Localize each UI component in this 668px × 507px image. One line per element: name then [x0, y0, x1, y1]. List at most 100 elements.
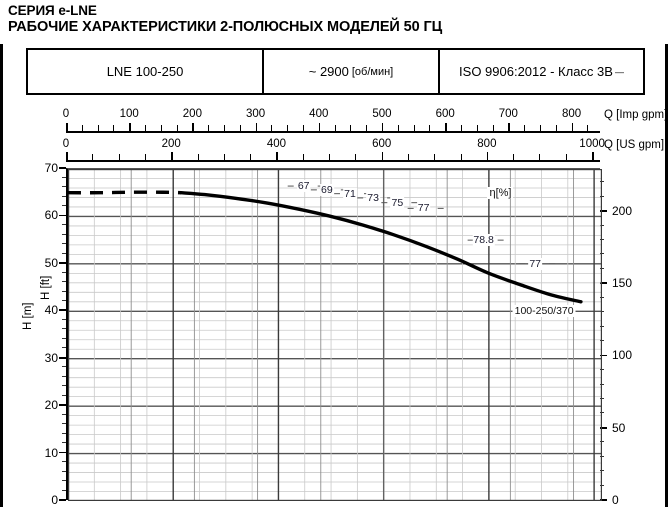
- axis-tick-label: 300: [245, 108, 266, 120]
- model-name: LNE 100-250: [106, 64, 184, 79]
- y-tick-major: [59, 167, 66, 169]
- y-tick-minor: [62, 195, 66, 197]
- axis-tick-minor: [460, 125, 462, 131]
- axis-tick-major: [381, 152, 384, 160]
- axis-tick-minor: [565, 154, 567, 160]
- y-axis-tick-label-ft: 150: [612, 276, 633, 291]
- y-tick-minor: [62, 176, 66, 178]
- axis-tick-minor: [355, 154, 357, 160]
- axis-tick-major: [129, 123, 131, 131]
- y-axis-tick-label: 30: [44, 350, 58, 365]
- head-curve-dashed-segment: [68, 190, 182, 195]
- series-model-label: 100-250/370: [512, 305, 576, 318]
- y-tick-minor-ft: [600, 412, 604, 414]
- axis-tick-minor: [334, 125, 336, 131]
- y-tick-minor-ft: [600, 455, 604, 457]
- y-axis-tick-label-ft: 100: [612, 348, 633, 363]
- y-tick-minor: [62, 318, 66, 320]
- y-tick-major: [59, 214, 66, 217]
- axis-tick-label: 400: [266, 138, 287, 150]
- y-tick-minor: [62, 394, 66, 396]
- y-tick-minor-ft: [600, 383, 604, 385]
- y-tick-minor: [62, 385, 66, 387]
- axis-tick-minor: [92, 154, 94, 160]
- y-tick-minor: [62, 461, 66, 463]
- axis-tick-major: [318, 123, 321, 131]
- y-tick-major: [59, 262, 66, 264]
- axis-tick-minor: [113, 125, 115, 131]
- y-tick-minor: [62, 243, 66, 245]
- y-tick-major-ft: [600, 426, 607, 429]
- axis-tick-minor: [197, 154, 199, 160]
- y-axis-feet: 0 50 100 150 200: [600, 168, 666, 507]
- performance-chart-plot: 67 69 71 73 75 77 78.8 77 η[%] 100-250/370: [66, 168, 602, 501]
- axis-tick-label: 400: [309, 108, 329, 120]
- y-axis-tick-label: 40: [44, 303, 58, 318]
- axis-tick-label: 800: [477, 138, 497, 150]
- axis-tick-minor: [223, 125, 225, 131]
- efficiency-label: 67: [296, 180, 311, 193]
- axis-tick-major: [486, 152, 489, 160]
- axis-tick-label: 0: [62, 138, 70, 150]
- axis-tick-major: [66, 152, 68, 160]
- y-tick-minor: [62, 432, 66, 434]
- y-tick-minor: [62, 470, 66, 472]
- axis-tick-minor: [366, 125, 368, 131]
- y-tick-minor-ft: [600, 325, 604, 327]
- axis-tick-major: [171, 152, 173, 160]
- performance-subtitle: РАБОЧИЕ ХАРАКТЕРИСТИКИ 2-ПОЛЮСНЫХ МОДЕЛЕ…: [8, 19, 443, 35]
- efficiency-label: 75: [390, 196, 405, 209]
- axis-tick-major: [66, 123, 68, 131]
- axis-tick-minor: [476, 125, 478, 131]
- y-tick-major: [59, 499, 66, 501]
- y-axis-tick-label: 20: [44, 398, 58, 413]
- model-info-table: LNE 100-250 ~ 2900 [об/мин] ISO 9906:201…: [26, 48, 645, 95]
- speed-cell: ~ 2900 [об/мин]: [264, 50, 440, 93]
- y-tick-minor-ft: [600, 267, 604, 269]
- axis-tick-minor: [302, 125, 304, 131]
- y-tick-major-ft: [600, 282, 607, 284]
- y-axis-tick-label-ft: 50: [612, 420, 626, 435]
- y-tick-minor: [62, 271, 66, 273]
- axis-tick-minor: [250, 154, 252, 160]
- axis-tick-minor: [160, 125, 162, 131]
- page-title: СЕРИЯ e-LNE РАБОЧИЕ ХАРАКТЕРИСТИКИ 2-ПОЛ…: [8, 2, 648, 36]
- y-axis-tick-label-ft: 200: [612, 203, 633, 218]
- y-tick-minor: [62, 423, 66, 425]
- axis-tick-label: 0: [62, 108, 70, 120]
- axis-tick-label: 700: [498, 108, 518, 120]
- efficiency-label: 77: [416, 202, 431, 215]
- y-tick-minor: [62, 233, 66, 235]
- chart-svg: [68, 169, 602, 501]
- axis-tick-minor: [144, 154, 146, 160]
- series-title: СЕРИЯ e-LNE: [8, 3, 97, 18]
- y-tick-minor: [62, 328, 66, 330]
- axis-tick-minor: [524, 125, 526, 131]
- y-tick-minor-ft: [600, 195, 604, 197]
- y-axis-tick-label: 60: [44, 208, 58, 223]
- axis-tick-major: [592, 152, 594, 160]
- y-tick-major: [59, 356, 66, 359]
- axis-line: [66, 131, 600, 133]
- x-axis-imp-gpm-title: Q [Imp gpm]: [604, 109, 668, 121]
- efficiency-axis-note: η[%]: [487, 186, 514, 199]
- axis-tick-label: 200: [182, 108, 202, 120]
- axis-tick-minor: [118, 154, 120, 160]
- y-tick-minor-ft: [600, 311, 604, 313]
- y-tick-minor: [62, 186, 66, 188]
- speed-value: ~ 2900: [308, 64, 349, 79]
- axis-tick-major: [445, 123, 447, 131]
- y-tick-minor-ft: [600, 398, 604, 400]
- efficiency-label: 71: [343, 187, 357, 200]
- y-tick-minor: [62, 366, 66, 368]
- y-tick-minor: [62, 205, 66, 207]
- y-tick-minor: [62, 281, 66, 283]
- axis-tick-minor: [587, 125, 589, 131]
- axis-tick-minor: [271, 125, 273, 131]
- axis-tick-major: [571, 123, 574, 131]
- axis-tick-major: [508, 123, 510, 131]
- y-tick-minor: [62, 337, 66, 339]
- x-axis-imp-gpm: Q [Imp gpm] 0 100 200 300 400 500 600 700 800: [63, 108, 667, 133]
- axis-tick-minor: [329, 154, 331, 160]
- y-tick-minor: [62, 442, 66, 444]
